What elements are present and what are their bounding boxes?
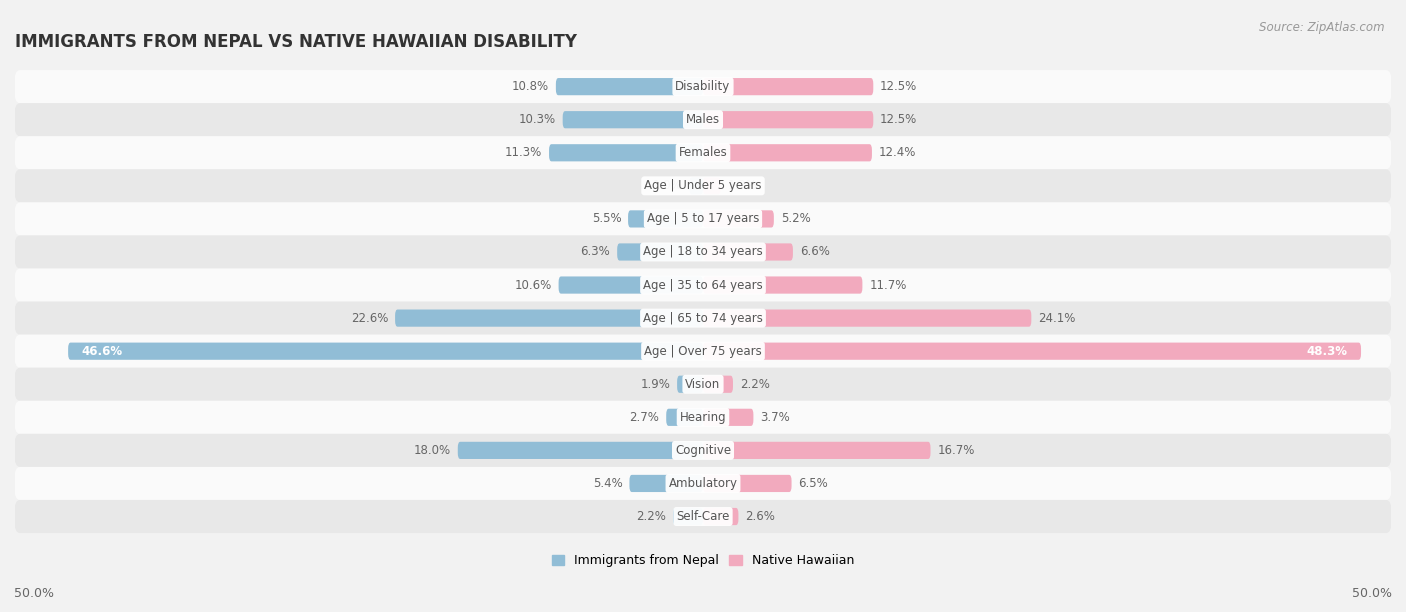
Text: Disability: Disability (675, 80, 731, 93)
FancyBboxPatch shape (14, 368, 1392, 401)
Text: 46.6%: 46.6% (82, 345, 122, 357)
FancyBboxPatch shape (703, 277, 862, 294)
FancyBboxPatch shape (14, 434, 1392, 467)
Text: 16.7%: 16.7% (938, 444, 974, 457)
Text: Age | 5 to 17 years: Age | 5 to 17 years (647, 212, 759, 225)
FancyBboxPatch shape (703, 177, 721, 195)
FancyBboxPatch shape (14, 401, 1392, 434)
FancyBboxPatch shape (630, 475, 703, 492)
Text: Source: ZipAtlas.com: Source: ZipAtlas.com (1260, 21, 1385, 34)
Text: 22.6%: 22.6% (352, 312, 388, 324)
FancyBboxPatch shape (703, 343, 1361, 360)
Text: 50.0%: 50.0% (1353, 587, 1392, 600)
Text: 12.5%: 12.5% (880, 80, 917, 93)
Legend: Immigrants from Nepal, Native Hawaiian: Immigrants from Nepal, Native Hawaiian (547, 550, 859, 572)
FancyBboxPatch shape (689, 177, 703, 195)
FancyBboxPatch shape (458, 442, 703, 459)
Text: 1.3%: 1.3% (727, 179, 758, 192)
Text: 10.6%: 10.6% (515, 278, 551, 291)
FancyBboxPatch shape (703, 376, 733, 393)
FancyBboxPatch shape (14, 302, 1392, 335)
FancyBboxPatch shape (673, 508, 703, 525)
Text: 2.6%: 2.6% (745, 510, 775, 523)
FancyBboxPatch shape (67, 343, 703, 360)
Text: 10.3%: 10.3% (519, 113, 555, 126)
Text: 3.7%: 3.7% (761, 411, 790, 424)
Text: 2.2%: 2.2% (637, 510, 666, 523)
Text: 50.0%: 50.0% (14, 587, 53, 600)
Text: 11.3%: 11.3% (505, 146, 543, 159)
Text: 5.5%: 5.5% (592, 212, 621, 225)
Text: Self-Care: Self-Care (676, 510, 730, 523)
FancyBboxPatch shape (14, 136, 1392, 170)
Text: 2.2%: 2.2% (740, 378, 769, 390)
FancyBboxPatch shape (14, 335, 1392, 368)
Text: 12.5%: 12.5% (880, 113, 917, 126)
FancyBboxPatch shape (703, 144, 872, 162)
FancyBboxPatch shape (14, 70, 1392, 103)
FancyBboxPatch shape (678, 376, 703, 393)
Text: Age | Under 5 years: Age | Under 5 years (644, 179, 762, 192)
Text: Age | 18 to 34 years: Age | 18 to 34 years (643, 245, 763, 258)
Text: Hearing: Hearing (679, 411, 727, 424)
Text: Ambulatory: Ambulatory (668, 477, 738, 490)
Text: 2.7%: 2.7% (630, 411, 659, 424)
Text: 12.4%: 12.4% (879, 146, 917, 159)
FancyBboxPatch shape (703, 409, 754, 426)
Text: 5.4%: 5.4% (593, 477, 623, 490)
Text: 18.0%: 18.0% (413, 444, 451, 457)
FancyBboxPatch shape (628, 211, 703, 228)
FancyBboxPatch shape (703, 111, 873, 129)
FancyBboxPatch shape (703, 310, 1032, 327)
Text: 1.9%: 1.9% (640, 378, 671, 390)
FancyBboxPatch shape (703, 442, 931, 459)
FancyBboxPatch shape (703, 508, 738, 525)
FancyBboxPatch shape (14, 269, 1392, 302)
FancyBboxPatch shape (14, 103, 1392, 136)
Text: Age | 35 to 64 years: Age | 35 to 64 years (643, 278, 763, 291)
FancyBboxPatch shape (395, 310, 703, 327)
Text: Vision: Vision (685, 378, 721, 390)
FancyBboxPatch shape (14, 467, 1392, 500)
Text: Age | Over 75 years: Age | Over 75 years (644, 345, 762, 357)
Text: Males: Males (686, 113, 720, 126)
Text: IMMIGRANTS FROM NEPAL VS NATIVE HAWAIIAN DISABILITY: IMMIGRANTS FROM NEPAL VS NATIVE HAWAIIAN… (15, 34, 576, 51)
FancyBboxPatch shape (14, 170, 1392, 203)
Text: 11.7%: 11.7% (869, 278, 907, 291)
FancyBboxPatch shape (703, 475, 792, 492)
Text: Age | 65 to 74 years: Age | 65 to 74 years (643, 312, 763, 324)
FancyBboxPatch shape (617, 244, 703, 261)
FancyBboxPatch shape (14, 203, 1392, 236)
FancyBboxPatch shape (555, 78, 703, 95)
FancyBboxPatch shape (558, 277, 703, 294)
Text: 24.1%: 24.1% (1038, 312, 1076, 324)
FancyBboxPatch shape (14, 236, 1392, 269)
Text: 5.2%: 5.2% (780, 212, 810, 225)
Text: 48.3%: 48.3% (1306, 345, 1347, 357)
FancyBboxPatch shape (666, 409, 703, 426)
FancyBboxPatch shape (703, 211, 773, 228)
Text: Cognitive: Cognitive (675, 444, 731, 457)
Text: Females: Females (679, 146, 727, 159)
FancyBboxPatch shape (703, 244, 793, 261)
Text: 6.3%: 6.3% (581, 245, 610, 258)
Text: 10.8%: 10.8% (512, 80, 550, 93)
Text: 6.5%: 6.5% (799, 477, 828, 490)
FancyBboxPatch shape (562, 111, 703, 129)
FancyBboxPatch shape (14, 500, 1392, 533)
Text: 6.6%: 6.6% (800, 245, 830, 258)
Text: 1.0%: 1.0% (652, 179, 682, 192)
FancyBboxPatch shape (703, 78, 873, 95)
FancyBboxPatch shape (550, 144, 703, 162)
